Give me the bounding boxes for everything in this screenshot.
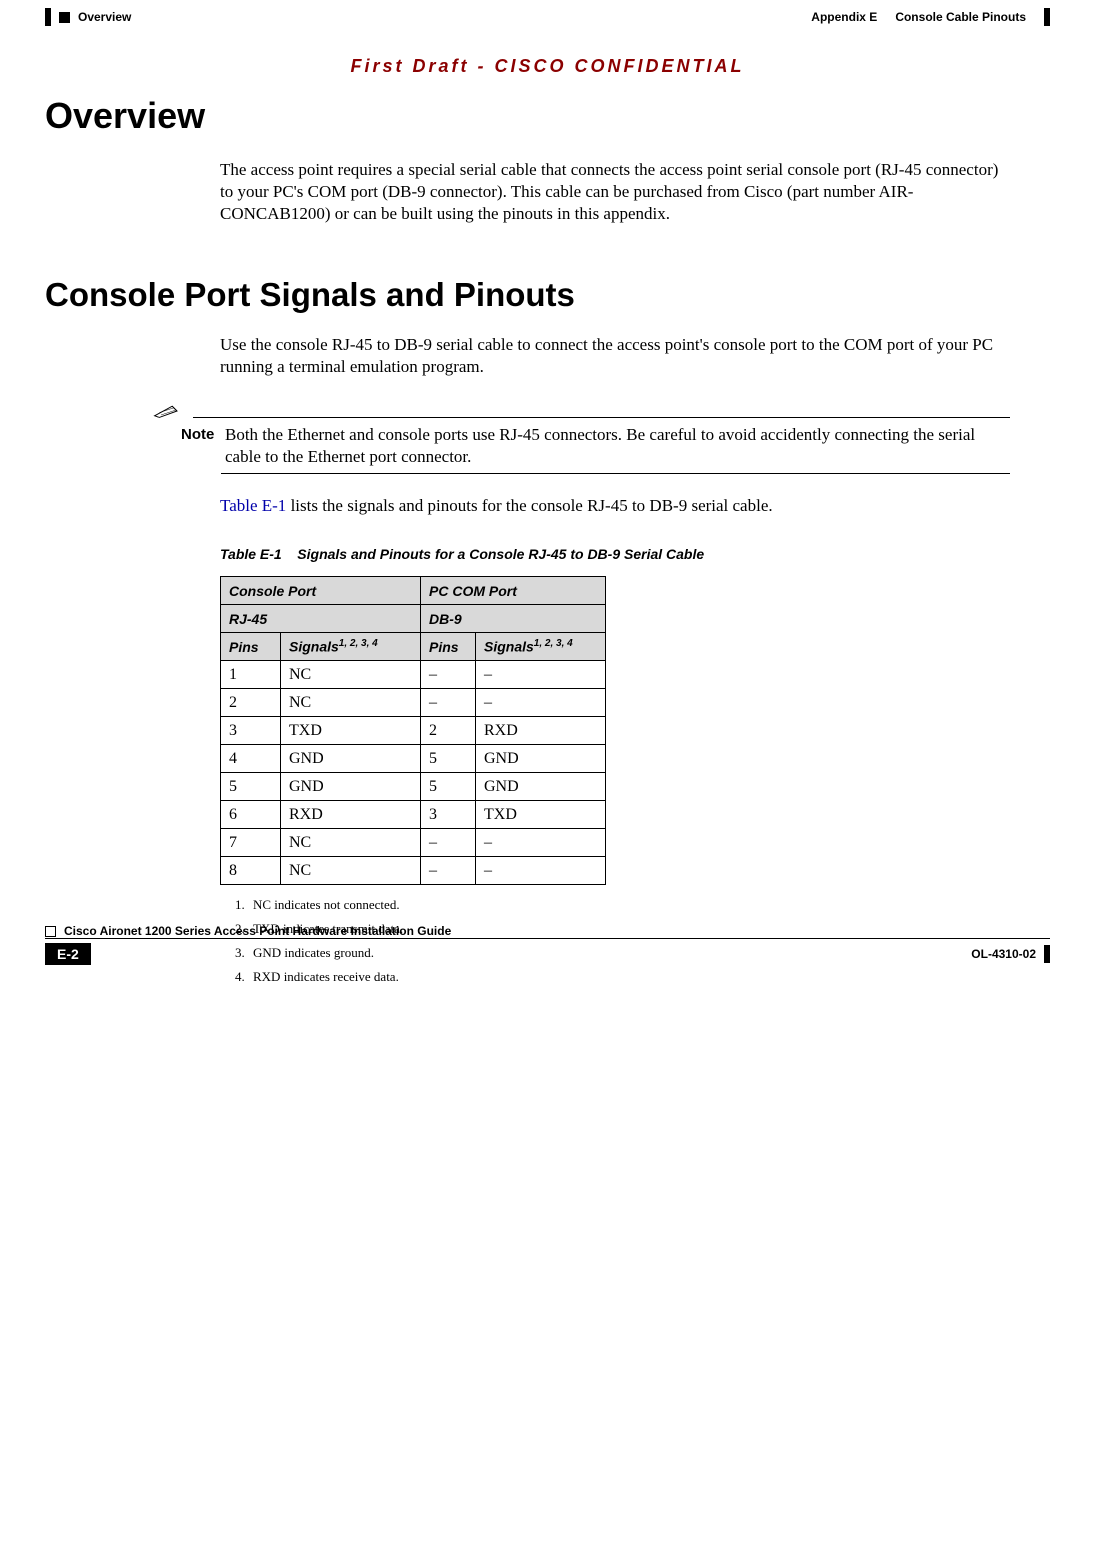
signals-body: Use the console RJ-45 to DB-9 serial cab… [220, 334, 1010, 378]
table-cell: – [421, 857, 476, 885]
header-square-icon [59, 12, 70, 23]
overview-heading: Overview [45, 95, 1050, 137]
header-appendix-label: Appendix E [811, 10, 877, 24]
header-section-label: Overview [78, 10, 131, 24]
note-rule-bottom [221, 473, 1010, 474]
table-cell: TXD [281, 717, 421, 745]
th-signals-right: Signals1, 2, 3, 4 [476, 633, 606, 661]
table-caption-label: Table E-1 [220, 546, 282, 562]
footer-square-icon [45, 926, 56, 937]
table-row: 5GND5GND [221, 773, 606, 801]
table-cell: RXD [281, 801, 421, 829]
pencil-icon [153, 402, 185, 420]
table-caption: Table E-1 Signals and Pinouts for a Cons… [220, 546, 1050, 562]
table-cell: – [476, 661, 606, 689]
table-row: 1NC–– [221, 661, 606, 689]
table-cell: RXD [476, 717, 606, 745]
table-reference-line: Table E-1 lists the signals and pinouts … [220, 496, 1010, 516]
signals-heading: Console Port Signals and Pinouts [45, 276, 1050, 314]
table-cell: 5 [421, 773, 476, 801]
table-cell: 2 [421, 717, 476, 745]
table-cell: 5 [221, 773, 281, 801]
table-cell: 7 [221, 829, 281, 857]
th-db9: DB-9 [421, 605, 606, 633]
table-cell: – [476, 829, 606, 857]
table-row: 4GND5GND [221, 745, 606, 773]
table-cell: 3 [221, 717, 281, 745]
th-signals-left: Signals1, 2, 3, 4 [281, 633, 421, 661]
th-pc-com-port: PC COM Port [421, 577, 606, 605]
table-cell: GND [281, 773, 421, 801]
table-row: 6RXD3TXD [221, 801, 606, 829]
confidential-banner: First Draft - CISCO CONFIDENTIAL [45, 56, 1050, 77]
table-row: 2NC–– [221, 689, 606, 717]
table-ref-suffix: lists the signals and pinouts for the co… [286, 496, 772, 515]
table-caption-text: Signals and Pinouts for a Console RJ-45 … [297, 546, 704, 562]
table-row: 8NC–– [221, 857, 606, 885]
header-bar-icon [1044, 8, 1050, 26]
note-rule-top [193, 417, 1010, 418]
th-rj45: RJ-45 [221, 605, 421, 633]
overview-body: The access point requires a special seri… [220, 159, 1010, 224]
note-label: Note [153, 424, 213, 468]
table-cell: – [421, 689, 476, 717]
th-pins-left: Pins [221, 633, 281, 661]
page-number: E-2 [45, 943, 91, 965]
table-cell: 5 [421, 745, 476, 773]
table-cell: NC [281, 689, 421, 717]
table-cell: GND [281, 745, 421, 773]
header-appendix-title: Console Cable Pinouts [895, 10, 1026, 24]
table-cell: – [421, 829, 476, 857]
table-cell: 3 [421, 801, 476, 829]
footer-guide-title: Cisco Aironet 1200 Series Access Point H… [64, 924, 451, 938]
pinout-table: Console Port PC COM Port RJ-45 DB-9 Pins… [220, 576, 606, 885]
table-cell: – [421, 661, 476, 689]
header-bar-icon [45, 8, 51, 26]
table-cell: 1 [221, 661, 281, 689]
footer-bar-icon [1044, 945, 1050, 963]
table-cell: NC [281, 857, 421, 885]
table-cell: 4 [221, 745, 281, 773]
table-cell: NC [281, 661, 421, 689]
table-cell: NC [281, 829, 421, 857]
table-row: 3TXD2RXD [221, 717, 606, 745]
table-cell: TXD [476, 801, 606, 829]
table-cell: – [476, 689, 606, 717]
th-pins-right: Pins [421, 633, 476, 661]
footer-doc-number: OL-4310-02 [971, 947, 1036, 961]
note-text: Both the Ethernet and console ports use … [225, 424, 1010, 468]
table-cell: GND [476, 745, 606, 773]
footnote-item: 4.RXD indicates receive data. [235, 969, 1050, 985]
th-console-port: Console Port [221, 577, 421, 605]
table-cell: – [476, 857, 606, 885]
table-cell: 6 [221, 801, 281, 829]
page-footer: Cisco Aironet 1200 Series Access Point H… [45, 924, 1050, 965]
table-ref-link[interactable]: Table E-1 [220, 496, 286, 515]
footnote-item: 1.NC indicates not connected. [235, 897, 1050, 913]
table-row: 7NC–– [221, 829, 606, 857]
note-block: Note Both the Ethernet and console ports… [153, 402, 1010, 475]
table-cell: 2 [221, 689, 281, 717]
table-cell: 8 [221, 857, 281, 885]
table-cell: GND [476, 773, 606, 801]
page-header: Overview Appendix E Console Cable Pinout… [45, 0, 1050, 26]
